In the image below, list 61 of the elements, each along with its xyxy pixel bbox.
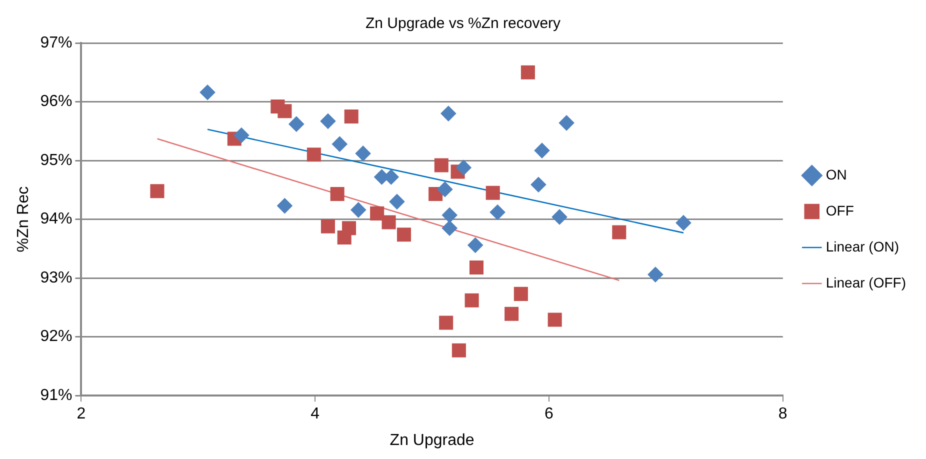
y-tick-label: 91% xyxy=(40,387,72,404)
point xyxy=(486,186,500,200)
point xyxy=(234,128,250,143)
point xyxy=(277,198,292,214)
point xyxy=(278,104,292,118)
chart-title: Zn Upgrade vs %Zn recovery xyxy=(365,15,562,32)
point xyxy=(382,215,396,230)
point xyxy=(389,194,405,210)
point xyxy=(468,238,483,253)
x-tick-label: 2 xyxy=(76,406,86,423)
point xyxy=(200,84,216,100)
y-tick-label: 97% xyxy=(40,34,72,52)
y-tick-label: 96% xyxy=(40,93,72,110)
point xyxy=(464,293,479,308)
point xyxy=(534,142,550,158)
y-tick-label: 93% xyxy=(40,269,72,286)
point xyxy=(440,106,456,122)
point xyxy=(676,215,692,230)
point xyxy=(442,208,458,223)
point xyxy=(452,343,466,358)
legend-label: ON xyxy=(826,166,847,182)
y-tick-label: 92% xyxy=(40,328,72,346)
legend-label: Linear (ON) xyxy=(826,238,900,254)
point xyxy=(288,116,304,132)
x-tick-label: 4 xyxy=(310,406,320,423)
legend-label: OFF xyxy=(826,202,854,218)
point xyxy=(558,115,574,131)
point xyxy=(504,306,519,321)
legend-label: Linear (OFF) xyxy=(826,274,906,290)
point xyxy=(514,286,528,301)
point xyxy=(612,225,626,240)
point xyxy=(530,176,546,192)
point xyxy=(520,65,535,80)
y-axis-title: %Zn Rec xyxy=(15,186,32,252)
point xyxy=(552,209,568,225)
point xyxy=(469,260,484,275)
x-tick-label: 6 xyxy=(544,406,554,423)
x-axis-title: Zn Upgrade xyxy=(390,432,474,449)
point xyxy=(306,148,321,162)
point xyxy=(490,204,506,220)
point xyxy=(548,312,562,327)
point xyxy=(320,114,336,129)
point xyxy=(370,206,384,220)
point xyxy=(344,109,358,124)
point xyxy=(350,202,366,218)
point xyxy=(355,146,371,162)
point xyxy=(330,187,344,202)
point xyxy=(442,220,458,236)
point xyxy=(437,182,453,197)
point xyxy=(150,184,164,198)
point xyxy=(456,160,472,176)
point xyxy=(332,136,348,152)
point xyxy=(439,316,454,330)
point xyxy=(434,158,448,172)
y-tick-label: 95% xyxy=(40,152,72,169)
point xyxy=(648,266,664,282)
x-tick-label: 8 xyxy=(778,406,788,423)
point xyxy=(320,219,335,234)
point xyxy=(342,221,356,236)
point xyxy=(396,228,411,242)
y-tick-label: 94% xyxy=(40,210,72,228)
